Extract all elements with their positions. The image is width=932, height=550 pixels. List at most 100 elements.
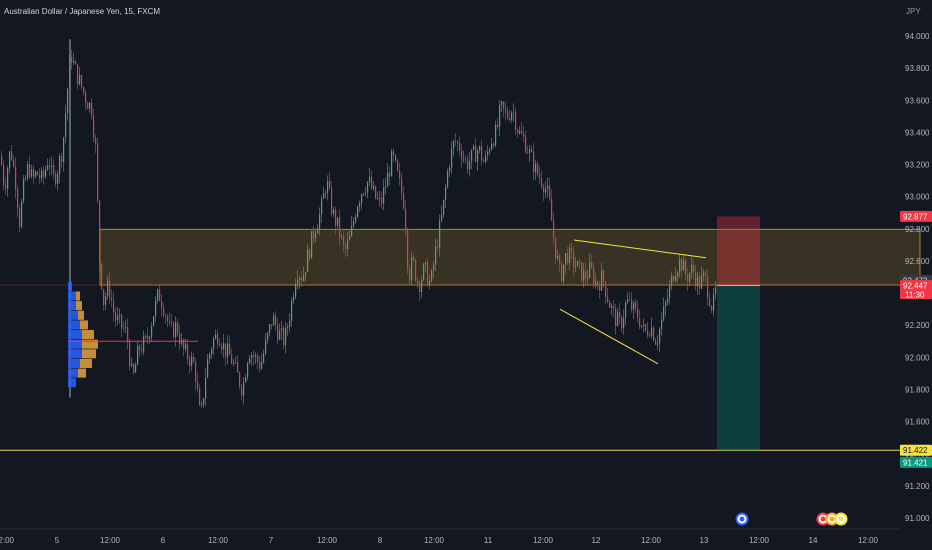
candle-body [245, 377, 247, 383]
candle-body [61, 155, 63, 162]
candle-body [529, 149, 531, 154]
candle-body [451, 148, 453, 168]
price-tick-label: 94.000 [905, 32, 930, 41]
trendline[interactable] [573, 239, 707, 259]
candle-body [547, 185, 549, 190]
stop-loss-zone[interactable] [717, 216, 760, 286]
candle-body [127, 327, 129, 343]
profile-buy-bar [68, 358, 80, 368]
candle-body [193, 356, 195, 362]
candle-body [129, 342, 131, 366]
candle-body [293, 296, 295, 301]
time-tick-label: 12:00 [208, 536, 229, 545]
candle-body [265, 339, 267, 354]
candle-body [15, 166, 17, 190]
candle-body [219, 344, 221, 346]
candle-body [391, 151, 393, 177]
profile-buy-bar [68, 378, 76, 388]
candle-body [281, 328, 283, 331]
event-flag-dot [838, 516, 844, 522]
candle-body [321, 198, 323, 215]
candle-body [173, 323, 175, 338]
profile-buy-bar [68, 320, 80, 330]
candle-body [131, 363, 133, 366]
candle-body [501, 101, 503, 105]
candle-body [239, 372, 241, 387]
time-tick-label: 7 [269, 536, 274, 545]
candle-body [505, 108, 507, 112]
candle-body [163, 308, 165, 316]
candle-body [363, 193, 365, 195]
candle-body [499, 104, 501, 127]
supply-zone[interactable] [99, 228, 921, 286]
candle-body [171, 321, 173, 324]
profile-sell-bar [76, 291, 80, 301]
candle-body [143, 336, 145, 352]
candle-body [419, 282, 421, 292]
candle-body [149, 337, 151, 339]
candle-body [25, 178, 27, 180]
candle-body [349, 235, 351, 241]
candle-body [567, 253, 569, 263]
candle-body [441, 214, 443, 221]
candle-body [5, 185, 7, 189]
candle-body [579, 260, 581, 262]
candle-body [397, 160, 399, 171]
candle-body [575, 266, 577, 268]
candle-body [27, 164, 29, 179]
candle-body [523, 133, 525, 137]
candle-body [485, 155, 487, 163]
candle-body [325, 193, 327, 194]
candle-body [695, 272, 697, 287]
candle-body [95, 137, 97, 144]
candle-body [67, 88, 69, 114]
time-tick-label: 5 [55, 536, 60, 545]
candle-body [371, 176, 373, 189]
candle-body [707, 276, 709, 299]
candle-body [549, 185, 551, 199]
candle-body [445, 187, 447, 200]
candles-layer [1, 39, 717, 409]
candle-body [447, 171, 449, 188]
candle-body [637, 308, 639, 319]
candle-body [299, 277, 301, 280]
time-tick-label: 12:00 [749, 536, 770, 545]
volume-profile [68, 281, 198, 388]
candle-body [427, 262, 429, 286]
candle-body [367, 181, 369, 193]
trendline[interactable] [559, 308, 659, 365]
candle-body [627, 299, 629, 303]
time-tick-label: 12:00 [424, 536, 445, 545]
candle-body [553, 220, 555, 238]
candle-body [603, 270, 605, 282]
candle-body [49, 165, 51, 167]
candle-body [605, 281, 607, 297]
candle-body [657, 343, 659, 345]
price-tag-label: 92.447 [903, 282, 928, 291]
event-flag-dot [739, 516, 745, 522]
candle-body [271, 324, 273, 326]
candle-body [541, 178, 543, 187]
candle-body [629, 299, 631, 301]
candle-body [663, 306, 665, 320]
candle-body [493, 143, 495, 146]
candle-body [621, 317, 623, 329]
candle-body [465, 158, 467, 160]
candle-body [263, 353, 265, 363]
take-profit-zone[interactable] [717, 285, 760, 451]
currency-label: JPY [906, 7, 921, 16]
candle-body [237, 362, 239, 373]
candle-body [399, 170, 401, 178]
candle-body [651, 327, 653, 336]
candle-body [461, 151, 463, 159]
candle-body [199, 388, 201, 406]
candle-body [507, 111, 509, 118]
candle-body [597, 281, 599, 287]
candle-body [177, 322, 179, 334]
candle-body [619, 311, 621, 318]
candle-body [703, 272, 705, 276]
candle-body [689, 273, 691, 282]
candle-body [331, 187, 333, 214]
